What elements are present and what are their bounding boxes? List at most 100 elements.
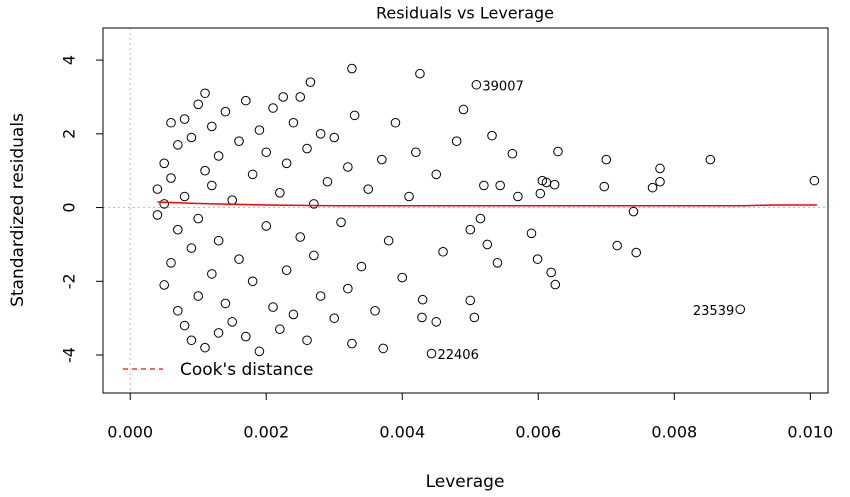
point [431, 317, 442, 327]
x-tick-label: 0.008 [651, 423, 697, 442]
point [599, 181, 610, 192]
point [227, 195, 238, 205]
point [315, 291, 326, 301]
point [329, 313, 340, 323]
point [166, 173, 176, 183]
point [207, 269, 217, 279]
chart-title: Residuals vs Leverage [376, 4, 554, 23]
point [377, 154, 387, 165]
point [513, 191, 523, 202]
point [200, 165, 210, 176]
point [417, 294, 428, 305]
plot-frame [102, 27, 829, 394]
point [465, 295, 476, 306]
point [438, 246, 448, 257]
x-axis-title: Leverage [426, 472, 505, 492]
x-tick-label: 0.006 [515, 423, 561, 442]
point [247, 276, 258, 287]
point [347, 338, 357, 349]
legend-label: Cook's distance [180, 360, 314, 380]
point [220, 298, 231, 309]
point [471, 79, 482, 90]
point-label: 39007 [482, 79, 523, 94]
point [159, 158, 170, 169]
point [532, 254, 543, 264]
y-tick-label: -2 [60, 273, 79, 289]
point [179, 191, 190, 202]
point [275, 188, 285, 198]
point [336, 217, 346, 228]
point [281, 265, 292, 276]
point [546, 267, 556, 278]
point [179, 320, 190, 331]
point [207, 121, 217, 132]
point [383, 235, 394, 246]
y-tick-label: 0 [60, 202, 79, 212]
point [655, 176, 665, 187]
x-tick-label: 0.010 [787, 423, 833, 442]
point [411, 147, 421, 158]
point [186, 243, 197, 253]
point [159, 199, 170, 209]
point [309, 199, 319, 209]
point-label: 22406 [437, 348, 478, 363]
point [458, 104, 469, 115]
point [186, 132, 197, 143]
point [275, 324, 285, 335]
point [495, 180, 505, 191]
point [526, 228, 537, 239]
point [207, 180, 217, 191]
point [173, 140, 183, 150]
point [247, 169, 258, 180]
point [213, 151, 224, 161]
point [213, 235, 224, 246]
point [647, 182, 658, 193]
point [305, 77, 316, 87]
point [234, 136, 244, 146]
point [343, 283, 353, 294]
point [475, 213, 486, 224]
point [705, 154, 716, 165]
point [507, 148, 518, 159]
point [550, 279, 561, 290]
point [417, 312, 427, 323]
y-tick-label: 4 [60, 55, 79, 65]
point [469, 312, 480, 323]
point [159, 280, 170, 290]
point [465, 224, 476, 235]
point [254, 346, 265, 357]
point [213, 328, 224, 338]
point [309, 250, 319, 261]
point [431, 169, 442, 180]
point [278, 92, 289, 102]
point [349, 110, 360, 121]
point [152, 210, 163, 220]
point [295, 232, 306, 242]
point [193, 291, 204, 301]
point [553, 146, 563, 157]
point [809, 175, 820, 186]
point [329, 132, 340, 143]
point-label: 23539 [693, 304, 734, 319]
point [322, 176, 333, 187]
point [152, 184, 163, 194]
point [343, 162, 353, 172]
point [173, 224, 183, 235]
y-axis-title: Standardized residuals [8, 113, 28, 307]
point [288, 309, 299, 320]
point [268, 103, 278, 113]
point [735, 304, 746, 315]
x-tick-label: 0.000 [107, 423, 153, 442]
point [220, 106, 231, 117]
point [166, 117, 176, 128]
point [241, 95, 251, 106]
point [254, 125, 265, 135]
point [370, 305, 380, 316]
point [535, 188, 546, 199]
point [363, 184, 374, 194]
point [397, 272, 408, 283]
point [186, 335, 197, 346]
point [281, 158, 292, 169]
point [451, 136, 462, 146]
